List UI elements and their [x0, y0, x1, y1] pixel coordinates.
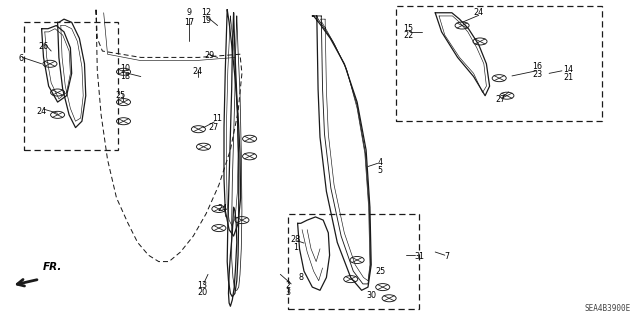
Bar — [24, 22, 118, 150]
Text: 20: 20 — [197, 288, 207, 297]
Text: 7: 7 — [445, 252, 450, 261]
Text: 27: 27 — [208, 123, 218, 132]
Text: FR.: FR. — [43, 262, 62, 272]
Text: 17: 17 — [184, 18, 194, 27]
Text: 10: 10 — [120, 64, 130, 73]
Text: 28: 28 — [291, 235, 301, 244]
Text: 4: 4 — [378, 158, 383, 167]
Text: 24: 24 — [192, 67, 202, 76]
Bar — [288, 214, 419, 309]
Text: 30: 30 — [366, 291, 376, 300]
Text: 31: 31 — [415, 252, 425, 261]
Text: 26: 26 — [38, 42, 49, 51]
Text: 6: 6 — [19, 54, 24, 63]
Text: 24: 24 — [474, 8, 484, 17]
Text: 2: 2 — [285, 281, 291, 290]
Text: 24: 24 — [218, 204, 228, 213]
Text: 14: 14 — [563, 65, 573, 74]
Text: 3: 3 — [285, 288, 291, 297]
Text: 29: 29 — [205, 51, 215, 60]
Text: 13: 13 — [197, 281, 207, 290]
Text: 25: 25 — [115, 91, 125, 100]
Text: 8: 8 — [298, 273, 303, 282]
Text: 27: 27 — [495, 95, 506, 104]
Text: 12: 12 — [201, 8, 211, 17]
Text: 18: 18 — [120, 72, 130, 81]
Text: 15: 15 — [403, 24, 413, 33]
Text: 1: 1 — [293, 243, 298, 252]
Text: 19: 19 — [201, 16, 211, 25]
Text: 21: 21 — [563, 73, 573, 82]
Text: SEA4B3900E: SEA4B3900E — [584, 304, 630, 313]
Bar — [396, 6, 602, 121]
Text: 5: 5 — [378, 166, 383, 175]
Text: 11: 11 — [212, 114, 223, 122]
Text: 23: 23 — [532, 70, 543, 78]
Text: 16: 16 — [532, 62, 543, 71]
Text: 25: 25 — [376, 267, 386, 276]
Text: 9: 9 — [186, 8, 191, 17]
Text: 22: 22 — [403, 31, 413, 40]
Text: 24: 24 — [36, 107, 47, 116]
